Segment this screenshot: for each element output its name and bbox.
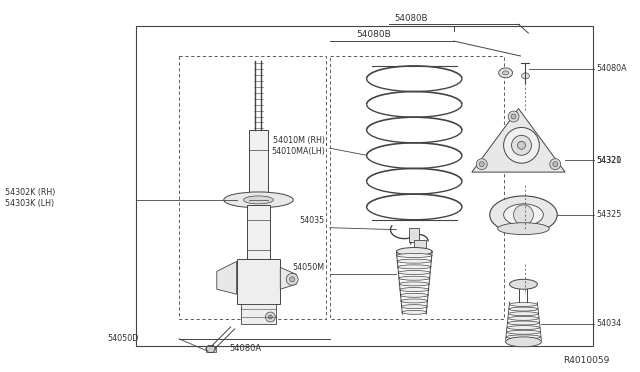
Ellipse shape	[502, 71, 509, 75]
Ellipse shape	[499, 68, 513, 78]
Text: 54080A: 54080A	[596, 64, 627, 73]
Ellipse shape	[509, 279, 538, 289]
Ellipse shape	[399, 276, 430, 280]
Circle shape	[550, 159, 561, 170]
Ellipse shape	[401, 299, 428, 303]
Ellipse shape	[506, 335, 541, 339]
Text: 54050M: 54050M	[293, 263, 325, 272]
Ellipse shape	[402, 310, 427, 314]
Circle shape	[266, 312, 275, 322]
Ellipse shape	[399, 288, 429, 292]
Text: 54034: 54034	[596, 320, 621, 328]
Ellipse shape	[498, 223, 549, 235]
Text: 54035: 54035	[300, 216, 325, 225]
Polygon shape	[472, 109, 565, 172]
Circle shape	[476, 159, 487, 170]
Bar	[241, 304, 276, 324]
Ellipse shape	[504, 204, 543, 226]
Ellipse shape	[509, 312, 538, 316]
Bar	[248, 131, 268, 210]
Text: 54303K (LH): 54303K (LH)	[5, 199, 54, 208]
Ellipse shape	[506, 337, 541, 347]
Ellipse shape	[508, 316, 539, 320]
Bar	[410, 228, 419, 241]
Ellipse shape	[244, 196, 273, 204]
Ellipse shape	[507, 326, 540, 330]
Bar	[414, 240, 426, 247]
Bar	[206, 346, 216, 352]
Text: 54325: 54325	[596, 210, 621, 219]
Polygon shape	[217, 262, 237, 294]
Circle shape	[290, 277, 294, 282]
Ellipse shape	[401, 305, 428, 309]
Text: 54080B: 54080B	[394, 14, 428, 23]
Ellipse shape	[522, 73, 529, 79]
Ellipse shape	[400, 293, 428, 297]
Circle shape	[553, 162, 557, 167]
Text: 54320: 54320	[596, 156, 621, 165]
Ellipse shape	[506, 340, 541, 343]
Ellipse shape	[224, 192, 293, 208]
Ellipse shape	[397, 259, 431, 263]
Bar	[246, 205, 270, 259]
Text: 54050D: 54050D	[107, 334, 138, 343]
Text: 54302K (RH): 54302K (RH)	[5, 189, 56, 198]
Ellipse shape	[507, 330, 540, 334]
Polygon shape	[280, 267, 296, 289]
Circle shape	[511, 114, 516, 119]
Text: R4010059: R4010059	[563, 356, 609, 365]
Text: 54010MA(LH): 54010MA(LH)	[271, 147, 325, 156]
Circle shape	[479, 162, 484, 167]
Circle shape	[518, 141, 525, 149]
Bar	[136, 26, 593, 346]
Ellipse shape	[398, 270, 431, 275]
Ellipse shape	[509, 307, 538, 311]
Text: 54010M (RH): 54010M (RH)	[273, 136, 325, 145]
Ellipse shape	[396, 253, 432, 257]
Ellipse shape	[396, 247, 432, 256]
Bar	[330, 56, 504, 319]
Circle shape	[511, 135, 531, 155]
Text: 54080A: 54080A	[230, 344, 262, 353]
Circle shape	[286, 273, 298, 285]
Circle shape	[504, 128, 540, 163]
Ellipse shape	[490, 196, 557, 234]
Bar	[237, 259, 280, 304]
Circle shape	[508, 111, 519, 122]
Ellipse shape	[397, 265, 431, 269]
Circle shape	[513, 205, 533, 225]
Bar	[179, 56, 326, 319]
Ellipse shape	[399, 282, 429, 286]
Ellipse shape	[508, 321, 540, 325]
Circle shape	[268, 315, 273, 319]
Text: 54321: 54321	[596, 156, 621, 165]
Text: 54080B: 54080B	[356, 30, 392, 39]
Ellipse shape	[509, 302, 538, 307]
